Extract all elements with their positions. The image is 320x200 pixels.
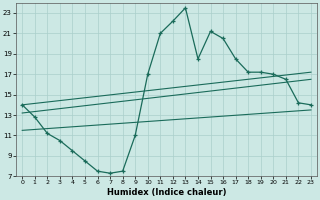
X-axis label: Humidex (Indice chaleur): Humidex (Indice chaleur) xyxy=(107,188,226,197)
